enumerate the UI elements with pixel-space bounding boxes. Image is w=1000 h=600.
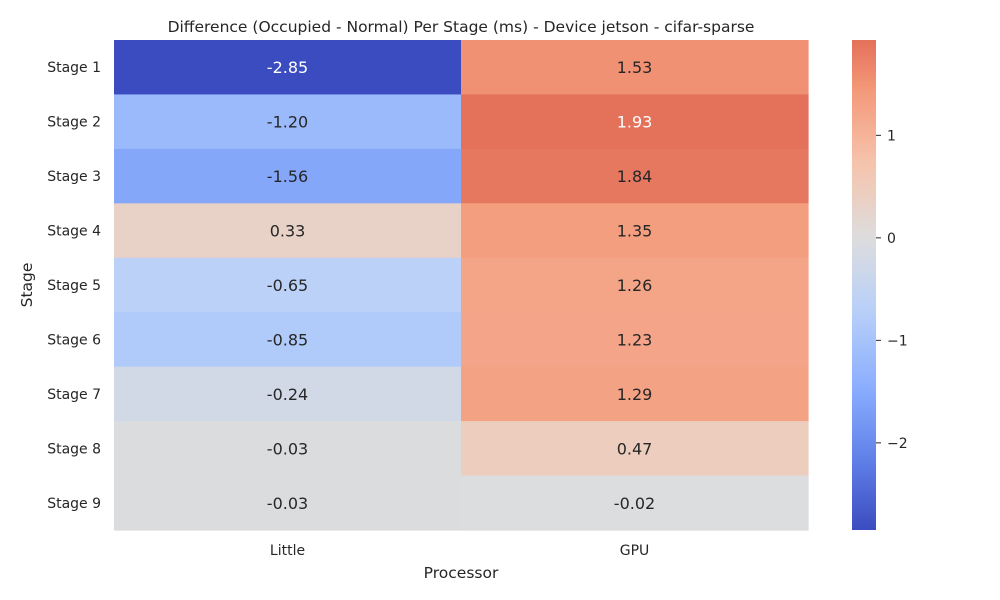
heatmap-cell bbox=[114, 148, 462, 204]
heatmap-cell bbox=[461, 366, 809, 422]
y-tick-labels: Stage 1 Stage 2 Stage 3 Stage 4 Stage 5 Stage… bbox=[47, 60, 101, 512]
heatmap-cell bbox=[461, 257, 809, 313]
colorbar bbox=[852, 40, 876, 530]
x-axis-label: Processor bbox=[424, 564, 499, 582]
x-tick-label: GPU bbox=[620, 543, 650, 559]
heatmap-cell bbox=[114, 40, 462, 96]
cell-value-label: 0.47 bbox=[617, 439, 653, 458]
x-tick-label: Little bbox=[270, 543, 305, 559]
cell-value-label: -1.56 bbox=[267, 167, 308, 186]
cell-value-label: 1.84 bbox=[617, 167, 653, 186]
heatmap-cell bbox=[461, 40, 809, 96]
heatmap-cells: -2.85 1.53 -1.20 1.93 -1.56 1.84 0.33 1.35 -0.65… bbox=[114, 40, 809, 531]
y-axis-label: Stage bbox=[18, 263, 36, 308]
heatmap-cell bbox=[114, 257, 462, 313]
cell-value-label: -0.65 bbox=[267, 276, 308, 295]
y-tick-label: Stage 3 bbox=[47, 169, 101, 185]
cell-value-label: -0.03 bbox=[267, 494, 308, 513]
heatmap-cell bbox=[461, 148, 809, 204]
cell-value-label: 1.29 bbox=[617, 385, 653, 404]
cell-value-label: 1.53 bbox=[617, 58, 653, 77]
y-tick-label: Stage 4 bbox=[47, 224, 101, 240]
cell-value-label: 1.26 bbox=[617, 276, 653, 295]
heatmap-cell bbox=[461, 421, 809, 477]
heatmap-cell bbox=[114, 312, 462, 368]
heatmap-cell bbox=[461, 94, 809, 150]
colorbar-tick-label: −1 bbox=[887, 333, 908, 349]
heatmap-cell bbox=[461, 203, 809, 259]
heatmap-cell bbox=[461, 475, 809, 531]
y-tick-label: Stage 7 bbox=[47, 387, 101, 403]
y-tick-label: Stage 1 bbox=[47, 60, 101, 76]
chart-title: Difference (Occupied - Normal) Per Stage… bbox=[168, 18, 755, 36]
colorbar-tick-label: −2 bbox=[887, 436, 908, 452]
colorbar-tick-label: 1 bbox=[887, 128, 896, 144]
cell-value-label: 0.33 bbox=[270, 222, 306, 241]
heatmap-cell bbox=[114, 366, 462, 422]
y-tick-label: Stage 2 bbox=[47, 115, 101, 131]
cell-value-label: 1.23 bbox=[617, 330, 653, 349]
colorbar-ticks: 1 0 −1 −2 bbox=[876, 128, 908, 452]
heatmap-cell bbox=[114, 421, 462, 477]
heatmap-cell bbox=[114, 203, 462, 259]
y-tick-label: Stage 8 bbox=[47, 441, 101, 457]
cell-value-label: -0.03 bbox=[267, 439, 308, 458]
heatmap-cell bbox=[114, 475, 462, 531]
heatmap-cell bbox=[114, 94, 462, 150]
y-tick-label: Stage 9 bbox=[47, 496, 101, 512]
cell-value-label: -0.85 bbox=[267, 330, 308, 349]
colorbar-tick-label: 0 bbox=[887, 231, 896, 247]
y-tick-label: Stage 5 bbox=[47, 278, 101, 294]
cell-value-label: -1.20 bbox=[267, 113, 308, 132]
y-tick-label: Stage 6 bbox=[47, 332, 101, 348]
heatmap-cell bbox=[461, 312, 809, 368]
cell-value-label: 1.93 bbox=[617, 113, 653, 132]
cell-value-label: -0.02 bbox=[614, 494, 655, 513]
cell-value-label: -2.85 bbox=[267, 58, 308, 77]
x-tick-labels: Little GPU bbox=[270, 543, 649, 559]
cell-value-label: -0.24 bbox=[267, 385, 308, 404]
cell-value-label: 1.35 bbox=[617, 222, 653, 241]
